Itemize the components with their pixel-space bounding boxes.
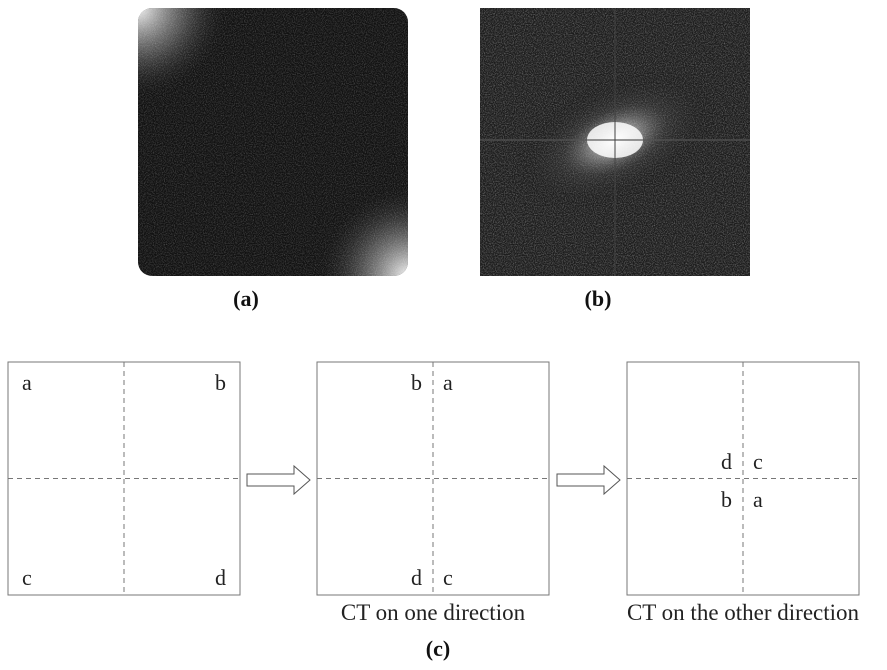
quadrant-letter: a [753,487,763,512]
quadrant-letter: d [215,565,226,590]
caption: CT on the other direction [627,600,860,625]
caption: CT on one direction [341,600,526,625]
quadrant-letter: b [215,370,226,395]
quadrant-letter: d [411,565,422,590]
panel-label: (a) [233,286,259,311]
panel-label: (c) [426,636,450,661]
quadrant-letter: b [411,370,422,395]
arrow [556,464,621,496]
spectrum-image-a [138,8,408,276]
quadrant-letter: c [443,565,453,590]
quadrant-letter: b [721,487,732,512]
quadrant-letter: a [22,370,32,395]
panel-label: (b) [585,286,612,311]
quadrant-letter: c [22,565,32,590]
quadrant-letter: d [721,449,732,474]
arrow [246,464,311,496]
quadrant-letter: a [443,370,453,395]
spectrum-image-b [480,8,750,276]
quadrant-letter: c [753,449,763,474]
